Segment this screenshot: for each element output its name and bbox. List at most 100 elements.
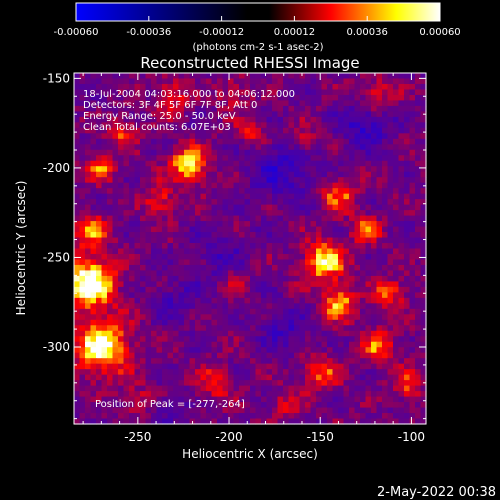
heatmap-cell: [250, 253, 257, 261]
heatmap-cell: [74, 171, 81, 178]
heatmap-cell: [365, 286, 372, 293]
heatmap-cell: [178, 160, 185, 167]
heatmap-cell: [338, 374, 345, 381]
heatmap-cell: [123, 407, 130, 414]
heatmap-cell: [228, 78, 235, 85]
heatmap-cell: [206, 369, 213, 376]
heatmap-cell: [145, 204, 152, 211]
heatmap-cell: [332, 171, 339, 178]
heatmap-cell: [195, 264, 202, 272]
heatmap-cell: [112, 73, 119, 80]
heatmap-cell: [316, 221, 323, 228]
heatmap-cell: [90, 407, 97, 414]
heatmap-cell: [79, 292, 86, 299]
heatmap-cell: [140, 243, 147, 250]
heatmap-cell: [222, 100, 229, 107]
heatmap-cell: [365, 171, 372, 178]
heatmap-cell: [167, 204, 174, 211]
heatmap-cell: [228, 380, 235, 387]
heatmap-cell: [244, 407, 251, 414]
heatmap-cell: [371, 166, 378, 173]
heatmap-cell: [261, 111, 268, 118]
heatmap-cell: [321, 171, 328, 178]
heatmap-cell: [112, 325, 119, 332]
heatmap-cell: [266, 155, 273, 162]
heatmap-cell: [145, 341, 152, 348]
heatmap-cell: [338, 319, 345, 326]
heatmap-cell: [299, 133, 306, 140]
heatmap-cell: [338, 369, 345, 376]
heatmap-cell: [382, 204, 389, 211]
heatmap-cell: [349, 374, 356, 381]
heatmap-cell: [294, 407, 301, 414]
heatmap-cell: [189, 396, 196, 403]
heatmap-cell: [294, 314, 301, 321]
heatmap-cell: [112, 221, 119, 228]
heatmap-cell: [283, 385, 290, 392]
heatmap-cell: [233, 259, 240, 266]
heatmap-cell: [118, 264, 125, 272]
heatmap-cell: [305, 133, 312, 140]
heatmap-cell: [376, 160, 383, 167]
heatmap-cell: [118, 204, 125, 211]
heatmap-cell: [79, 133, 86, 140]
heatmap-cell: [277, 155, 284, 162]
heatmap-cell: [327, 380, 334, 387]
heatmap-cell: [112, 127, 119, 134]
heatmap-cell: [283, 144, 290, 151]
heatmap-cell: [134, 380, 141, 387]
heatmap-cell: [101, 188, 108, 195]
heatmap-cell: [321, 369, 328, 376]
heatmap-cell: [184, 144, 191, 151]
heatmap-cell: [288, 264, 295, 272]
heatmap-cell: [151, 144, 158, 151]
heatmap-cell: [415, 204, 422, 211]
heatmap-cell: [310, 160, 317, 167]
heatmap-cell: [118, 352, 125, 359]
heatmap-cell: [272, 380, 279, 387]
heatmap-cell: [343, 330, 350, 337]
heatmap-cell: [261, 396, 268, 403]
heatmap-cell: [145, 347, 152, 354]
heatmap-cell: [123, 73, 130, 80]
heatmap-cell: [184, 215, 191, 222]
heatmap-cell: [332, 248, 339, 255]
heatmap-cell: [393, 83, 400, 91]
heatmap-cell: [409, 363, 416, 370]
heatmap-cell: [206, 248, 213, 255]
heatmap-cell: [404, 221, 411, 228]
heatmap-cell: [195, 396, 202, 403]
heatmap-cell: [184, 149, 191, 156]
heatmap-cell: [283, 418, 290, 425]
heatmap-cell: [305, 105, 312, 112]
heatmap-cell: [316, 193, 323, 200]
heatmap-cell: [156, 275, 163, 282]
heatmap-cell: [206, 182, 213, 189]
heatmap-cell: [338, 270, 345, 277]
heatmap-cell: [162, 385, 169, 392]
heatmap-cell: [107, 286, 114, 293]
heatmap-cell: [222, 385, 229, 392]
heatmap-cell: [371, 133, 378, 140]
heatmap-cell: [310, 210, 317, 217]
heatmap-cell: [294, 133, 301, 140]
heatmap-cell: [338, 292, 345, 299]
heatmap-cell: [404, 297, 411, 304]
heatmap-cell: [321, 352, 328, 359]
heatmap-cell: [96, 100, 103, 107]
heatmap-cell: [112, 286, 119, 293]
heatmap-cell: [360, 199, 367, 206]
heatmap-cell: [222, 407, 229, 414]
heatmap-cell: [173, 78, 180, 85]
heatmap-cell: [74, 286, 81, 293]
heatmap-cell: [156, 243, 163, 250]
heatmap-cell: [299, 347, 306, 354]
heatmap-cell: [360, 396, 367, 403]
heatmap-cell: [222, 319, 229, 326]
heatmap-cell: [310, 83, 317, 91]
heatmap-cell: [420, 363, 427, 370]
heatmap-cell: [167, 374, 174, 381]
heatmap-cell: [79, 89, 86, 96]
heatmap-cell: [272, 402, 279, 409]
heatmap-cell: [90, 385, 97, 392]
